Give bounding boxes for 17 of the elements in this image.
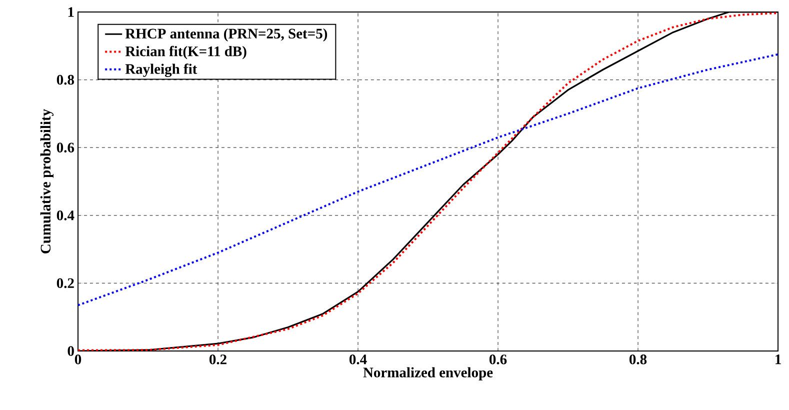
y-tick-label: 0.2 (56, 278, 74, 288)
y-axis-title: Cumulative probability (40, 109, 54, 254)
x-tick-label: 1 (776, 354, 781, 364)
y-tick-label: 0.8 (56, 74, 74, 85)
legend-label: RHCP antenna (PRN=25, Set=5) (125, 28, 328, 42)
legend-label: Rayleigh fit (125, 64, 198, 77)
y-tick-label: 0 (68, 346, 74, 356)
x-tick-label: 0.6 (489, 354, 507, 364)
y-tick-label: 1 (68, 7, 74, 17)
x-tick-label: 0.8 (629, 354, 647, 364)
y-tick-label: 0.4 (56, 210, 74, 220)
x-tick-label: 0.2 (209, 354, 226, 364)
legend-label: Rician fit(K=11 dB) (125, 46, 246, 60)
x-axis-title: Normalized envelope (363, 367, 493, 380)
x-tick-label: 0 (74, 354, 82, 364)
x-tick-label: 0.4 (349, 354, 367, 364)
y-tick-label: 0.6 (56, 142, 74, 153)
